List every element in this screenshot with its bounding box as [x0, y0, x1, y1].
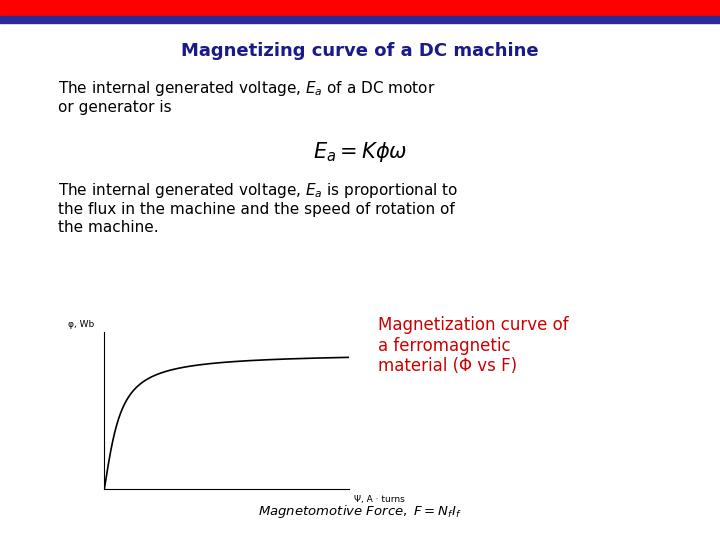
Text: φ, Wb: φ, Wb — [68, 320, 94, 328]
Text: $E_a = K\phi\omega$: $E_a = K\phi\omega$ — [312, 140, 408, 164]
Text: Magnetization curve of
a ferromagnetic
material (Φ vs F): Magnetization curve of a ferromagnetic m… — [378, 316, 569, 375]
Text: The internal generated voltage, $E_a$ of a DC motor
or generator is: The internal generated voltage, $E_a$ of… — [58, 79, 435, 116]
Text: The internal generated voltage, $E_a$ is proportional to
the flux in the machine: The internal generated voltage, $E_a$ is… — [58, 181, 458, 235]
Text: $\mathit{Magnetomotive\ Force,\ F = N_f I_f}$: $\mathit{Magnetomotive\ Force,\ F = N_f … — [258, 503, 462, 521]
Text: Ψ, A · turns: Ψ, A · turns — [354, 495, 405, 504]
Text: Magnetizing curve of a DC machine: Magnetizing curve of a DC machine — [181, 42, 539, 60]
Bar — [0, 0, 720, 16]
Bar — [0, 16, 720, 23]
